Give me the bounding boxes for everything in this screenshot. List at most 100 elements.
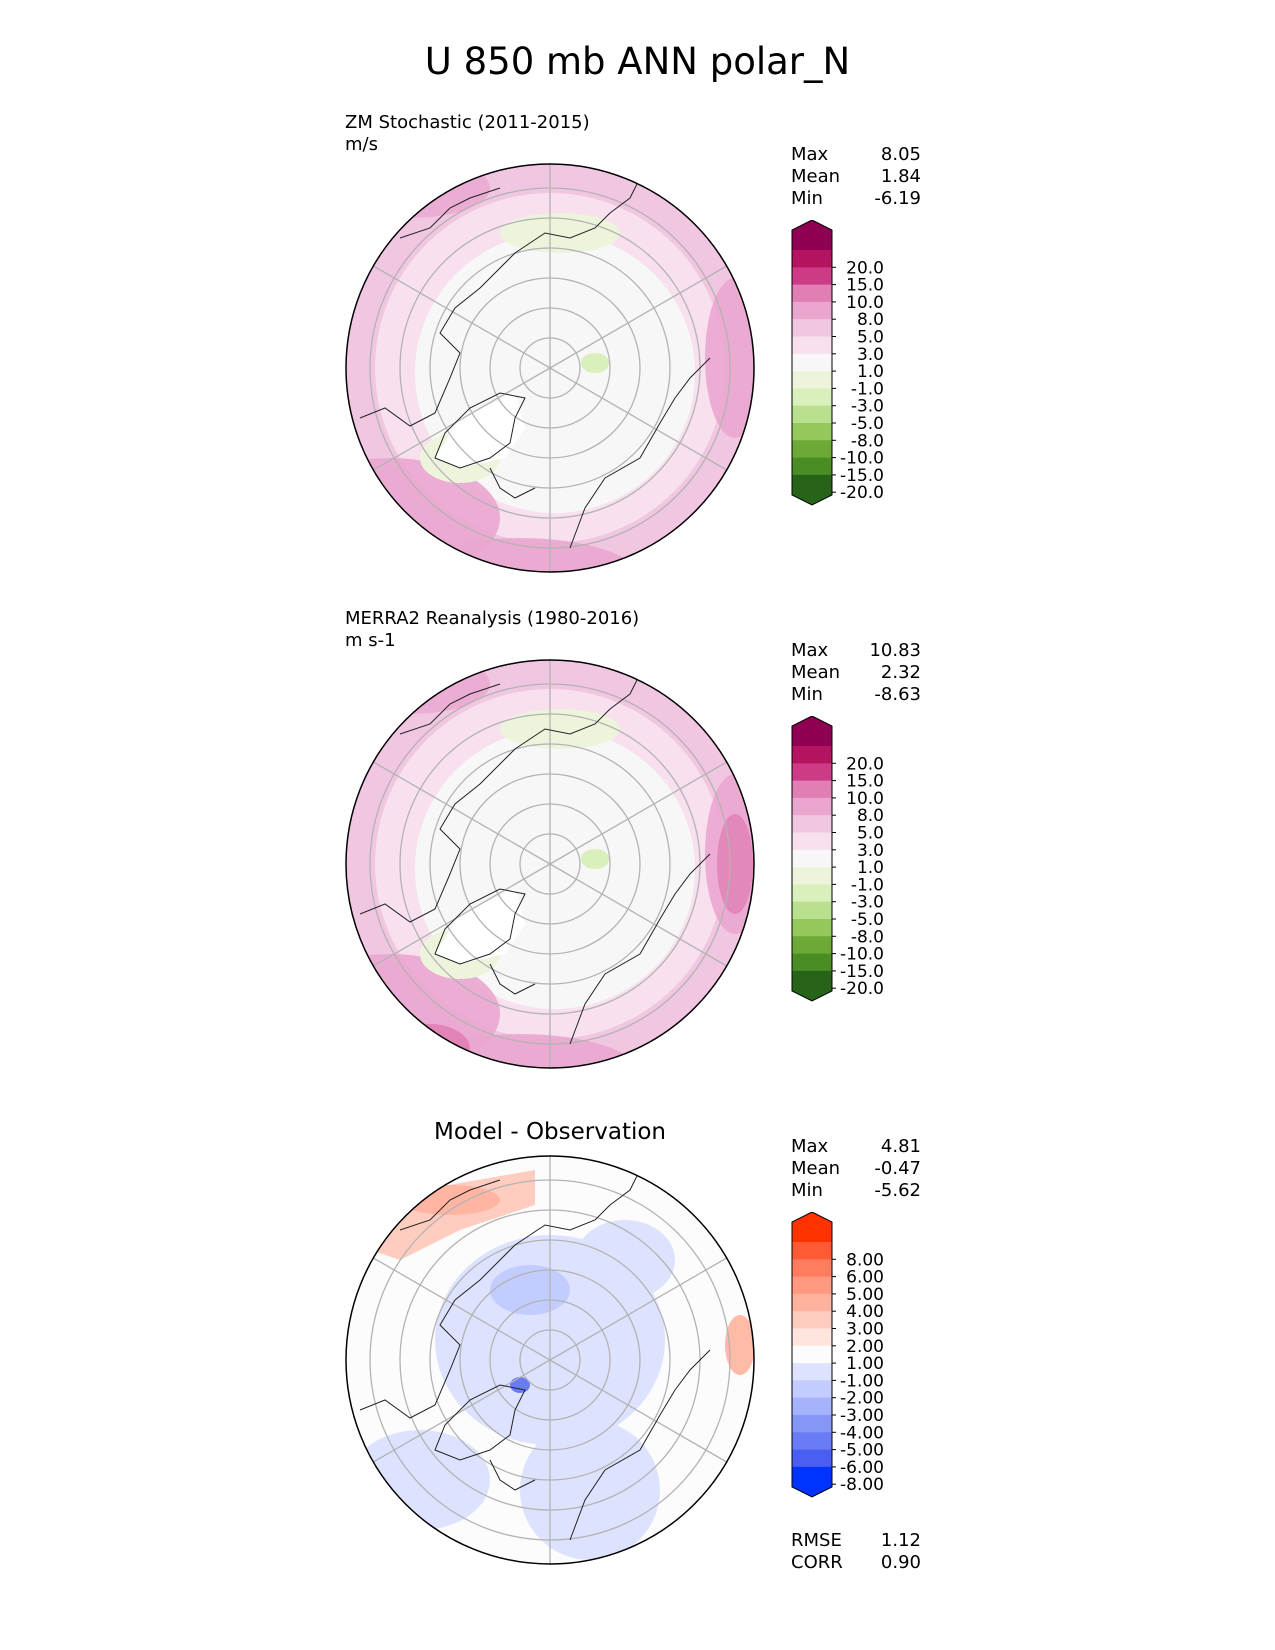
meridian-line xyxy=(549,863,727,967)
colorbar-band xyxy=(792,936,832,955)
colorbar-band xyxy=(792,1276,832,1295)
map-boundary xyxy=(345,1155,755,1565)
colorbar-band xyxy=(792,953,832,972)
coastline xyxy=(489,1459,536,1491)
stat-min-value: -6.19 xyxy=(874,188,921,209)
colorbar-tick-label: -3.0 xyxy=(851,893,884,913)
stat-mean-value: -0.47 xyxy=(874,1158,921,1179)
meridian-line xyxy=(549,265,727,369)
colorbar-band xyxy=(792,1345,832,1364)
colorbar-tick-label: -4.00 xyxy=(840,1423,884,1443)
colorbar-band xyxy=(792,457,832,476)
colorbar-band xyxy=(792,1293,832,1312)
colorbar-band xyxy=(792,336,832,355)
colorbar-band xyxy=(792,1242,832,1260)
colorbar: 20.015.010.08.05.03.01.0-1.0-3.0-5.0-8.0… xyxy=(791,716,884,1002)
stat-mean-value: 1.84 xyxy=(880,166,921,187)
stats-block: Max 4.81 Mean -0.47 Min -5.62 xyxy=(791,1136,921,1202)
meridian-line xyxy=(549,761,727,865)
meridian-line xyxy=(373,863,551,967)
colorbar-band xyxy=(792,371,832,389)
colorbar-tick-label: 15.0 xyxy=(846,276,884,296)
greenland-region xyxy=(435,393,525,468)
colorbar: 8.006.005.004.003.002.001.00-1.00-2.00-3… xyxy=(791,1212,884,1498)
stat-min-label: Min xyxy=(791,684,823,705)
colorbar-band xyxy=(792,353,832,372)
coastline xyxy=(569,1349,711,1541)
meridian-line xyxy=(373,367,551,471)
colorbar-tick-label: 20.0 xyxy=(846,754,884,774)
colorbar-band xyxy=(792,440,832,459)
coastline xyxy=(399,683,501,735)
colorbar-band xyxy=(792,780,832,799)
field-positive xyxy=(725,1315,754,1375)
meridian-line xyxy=(549,1257,727,1361)
colorbar-outline xyxy=(791,220,833,506)
panel-title: ZM Stochastic (2011-2015) m/s xyxy=(345,112,590,156)
rmse-label: RMSE xyxy=(791,1530,842,1551)
colorbar-band xyxy=(792,815,832,833)
panel-title: Model - Observation xyxy=(433,1119,667,1145)
panel-diff: Model - Observation Max 4.81 Mean -0.47 Mi… xyxy=(0,0,1275,1573)
colorbar-tick-label: 3.0 xyxy=(857,345,884,365)
colorbar-band xyxy=(792,1380,832,1399)
metrics-block: RMSE 1.12 CORR 0.90 xyxy=(791,1530,921,1574)
colorbar-band xyxy=(792,1363,832,1381)
colorbar-tick-label: 20.0 xyxy=(846,258,884,278)
field-negative xyxy=(350,1430,490,1530)
panel-title-name: MERRA2 Reanalysis (1980-2016) xyxy=(345,608,640,629)
colorbar-extend-bottom xyxy=(792,474,832,505)
meridian-line xyxy=(549,1359,727,1463)
field-jet xyxy=(390,1024,470,1068)
colorbar-tick-label: 3.00 xyxy=(846,1320,884,1340)
panel-title-units: m/s xyxy=(345,134,378,155)
colorbar-band xyxy=(792,1432,832,1451)
polar-map xyxy=(345,659,755,1069)
stat-max-label: Max xyxy=(791,144,829,165)
panel-reference: MERRA2 Reanalysis (1980-2016) m s-1 Max 1… xyxy=(0,0,1275,1069)
corr-label: CORR xyxy=(791,1552,843,1573)
colorbar-tick-label: -15.0 xyxy=(840,962,884,982)
field-negative xyxy=(520,1420,660,1560)
colorbar-outline xyxy=(791,1212,833,1498)
coastline xyxy=(489,963,536,995)
colorbar-tick-label: 8.0 xyxy=(857,310,884,330)
colorbar: 20.015.010.08.05.03.01.0-1.0-3.0-5.0-8.0… xyxy=(791,220,884,506)
field-easterly xyxy=(500,709,620,749)
polar-map xyxy=(345,1155,755,1565)
field-jet xyxy=(717,814,753,914)
colorbar-tick-label: 1.00 xyxy=(846,1354,884,1374)
coastline xyxy=(359,673,641,923)
colorbar-extend-top xyxy=(792,1212,832,1242)
colorbar-band xyxy=(792,884,832,903)
colorbar-tick-label: 4.00 xyxy=(846,1302,884,1322)
colorbar-tick-label: 2.00 xyxy=(846,1337,884,1357)
stat-max-label: Max xyxy=(791,640,829,661)
colorbar-tick-label: -8.0 xyxy=(851,927,884,947)
meridian-line xyxy=(373,1257,551,1361)
colorbar-band xyxy=(792,849,832,868)
colorbar-band xyxy=(792,1397,832,1416)
stat-min-label: Min xyxy=(791,188,823,209)
colorbar-band xyxy=(792,763,832,782)
colorbar-extend-bottom xyxy=(792,970,832,1001)
panel-title-name: ZM Stochastic (2011-2015) xyxy=(345,112,590,133)
colorbar-tick-label: -1.00 xyxy=(840,1371,884,1391)
colorbar-tick-label: -8.00 xyxy=(840,1475,884,1495)
field-positive xyxy=(370,1170,535,1260)
field-easterly xyxy=(581,849,609,869)
coastline xyxy=(434,1384,526,1461)
stat-mean-label: Mean xyxy=(791,166,841,187)
field-negative xyxy=(575,1220,675,1300)
coastline xyxy=(569,357,711,549)
colorbar-band xyxy=(792,1449,832,1468)
colorbar-band xyxy=(792,388,832,407)
colorbar-band xyxy=(792,250,832,268)
colorbar-band xyxy=(792,405,832,424)
stat-max-value: 8.05 xyxy=(880,144,921,165)
colorbar-tick-label: 10.0 xyxy=(846,293,884,313)
colorbar-tick-label: 3.0 xyxy=(857,841,884,861)
stat-max-label: Max xyxy=(791,1136,829,1157)
coastline xyxy=(359,177,641,427)
field-easterly xyxy=(581,353,609,373)
